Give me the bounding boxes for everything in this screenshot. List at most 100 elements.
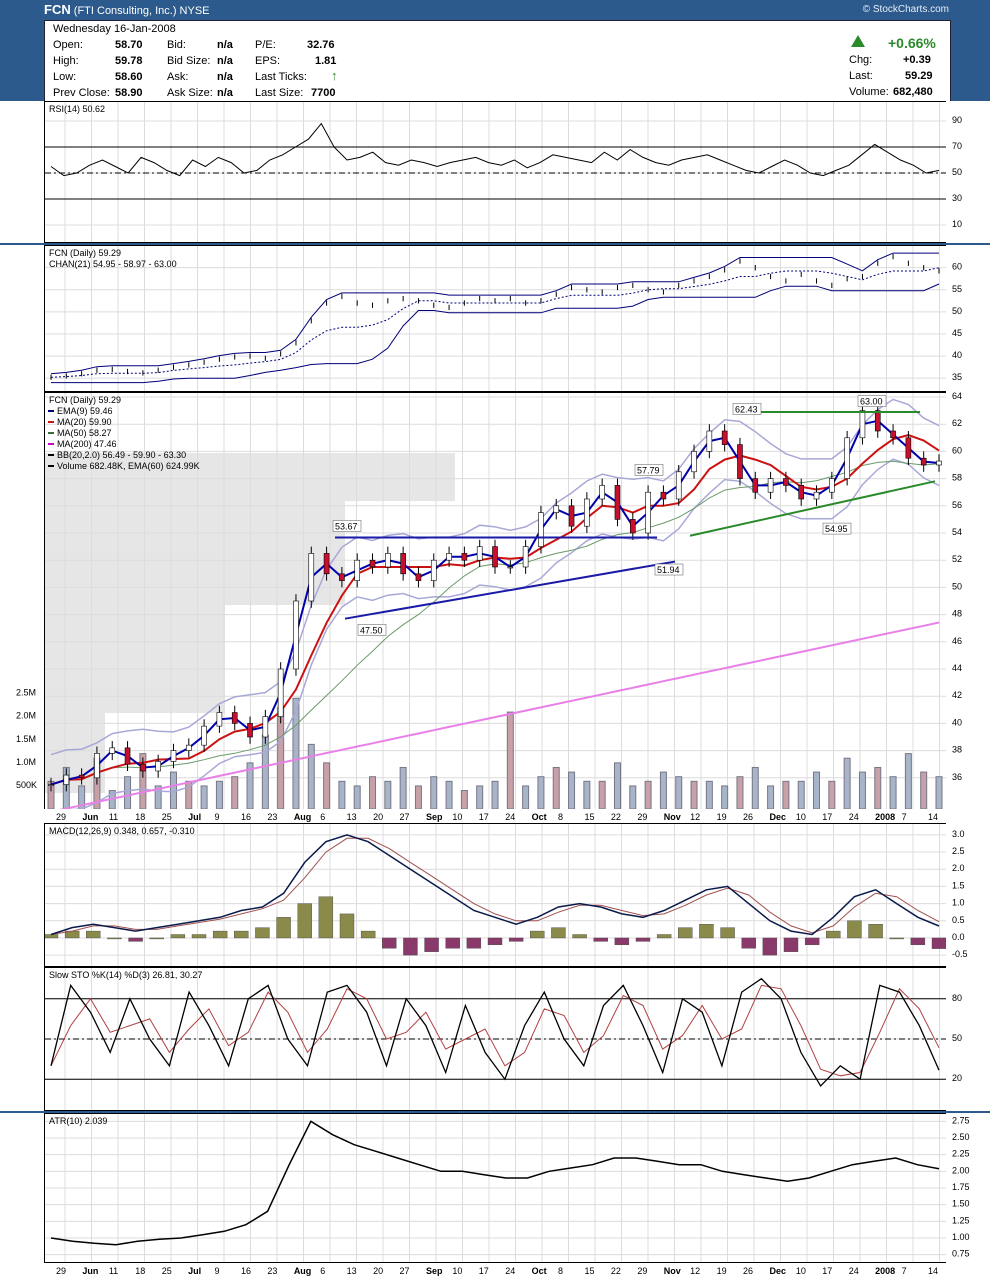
x-tick-label: 19 <box>717 1266 727 1276</box>
histogram-bar <box>339 913 355 939</box>
volume-bar <box>307 743 315 809</box>
source-link[interactable]: © StockCharts.com <box>862 4 949 15</box>
y-tick-label: 60 <box>952 262 962 272</box>
y-tick-label: 38 <box>952 745 962 755</box>
date-axis-top: 29 Jun 11 18 25 Jul 9 16 23 Aug 6 13 20 27 Sep 10 17 24 Oc… <box>0 809 990 823</box>
candle-body <box>277 668 284 717</box>
x-tick-label: 29 <box>637 1266 647 1276</box>
histogram-bar <box>656 934 672 939</box>
volume-bar <box>246 762 254 809</box>
y-tick-label: 54 <box>952 527 962 537</box>
price-annotation: 51.94 <box>657 565 680 575</box>
ask-size-label: Ask Size: <box>167 87 213 99</box>
x-tick-label: 13 <box>347 1266 357 1276</box>
chart-header: FCN (FTI Consulting, Inc.) NYSE © StockC… <box>44 2 949 18</box>
stochastic-chart: Slow STO %K(14) %D(3) 26.81, 30.27 <box>45 968 947 1110</box>
volume-bar <box>200 785 208 809</box>
candle-body <box>124 747 131 765</box>
volume-tick-label: 500K <box>16 780 37 790</box>
percent-k-line <box>50 977 940 1087</box>
x-tick-label: 19 <box>717 812 727 822</box>
price-annotation-box <box>732 403 762 415</box>
histogram-bar <box>107 937 122 940</box>
x-tick-label: 15 <box>584 812 594 822</box>
price-annotation-box <box>357 624 387 636</box>
candle-body <box>354 559 361 581</box>
volume-bar <box>797 780 805 809</box>
x-tick-label: 9 <box>215 1266 220 1276</box>
candle-body <box>813 491 820 500</box>
y-tick-label: 30 <box>952 193 962 203</box>
legend-entry: MA(200) 47.46 <box>57 439 117 449</box>
histogram-bar <box>931 937 947 949</box>
volume-label: Volume: <box>849 86 889 98</box>
percent-d-line <box>50 984 940 1077</box>
candle-body <box>599 485 605 500</box>
volume-bar <box>445 780 453 809</box>
candle-body <box>798 485 805 500</box>
candle-body <box>920 457 927 466</box>
x-tick-label: 18 <box>135 812 145 822</box>
volume-bar <box>583 780 591 809</box>
volume-bar <box>675 776 683 809</box>
bollinger-upper-line <box>50 398 940 756</box>
candle-body <box>584 498 590 527</box>
x-tick-label: 13 <box>347 812 357 822</box>
volume-bar <box>874 766 882 809</box>
y-tick-label: 2.25 <box>952 1149 970 1159</box>
x-tick-label: 25 <box>162 1266 172 1276</box>
x-tick-label: 22 <box>611 812 621 822</box>
ask-value: n/a <box>217 71 233 83</box>
y-tick-label: 64 <box>952 392 962 401</box>
panel-title: ATR(10) 2.039 <box>49 1116 107 1126</box>
support-trendline-green <box>689 480 936 537</box>
volume-value: 682,480 <box>893 86 933 98</box>
x-tick-label: 22 <box>611 1266 621 1276</box>
y-tick-label: 2.0 <box>952 863 965 873</box>
x-tick-label: 11 <box>109 1266 118 1276</box>
y-tick-label: 40 <box>952 350 962 360</box>
volume-bar <box>659 771 667 809</box>
histogram-bar <box>86 930 101 939</box>
x-tick-label: 12 <box>690 812 700 822</box>
y-tick-label: 58 <box>952 473 962 483</box>
candle-body <box>247 723 253 738</box>
price-annotation: 53.67 <box>335 521 358 531</box>
volume-bar <box>935 776 943 809</box>
y-tick-label: 2.75 <box>952 1115 970 1125</box>
volume-tick-label: 2.5M <box>16 688 36 698</box>
y-tick-label: 35 <box>952 372 962 382</box>
volume-axis: 2.5M 2.0M 1.5M 1.0M 500K <box>0 392 44 810</box>
histogram-bar <box>487 937 503 946</box>
histogram-bar <box>403 937 418 956</box>
x-tick-label: 10 <box>796 1266 806 1276</box>
y-tick-label: 3.0 <box>952 829 965 839</box>
x-tick-label: 20 <box>373 812 383 822</box>
x-tick-label: 16 <box>241 812 251 822</box>
x-tick-label: Aug <box>294 812 312 822</box>
bid-size-label: Bid Size: <box>167 55 211 67</box>
candle-body <box>844 437 850 479</box>
histogram-bar <box>572 934 587 939</box>
volume-bar <box>629 785 637 809</box>
stochastic-panel: Slow STO %K(14) %D(3) 26.81, 30.27 <box>44 967 948 1111</box>
y-tick-label: 46 <box>952 636 962 646</box>
legend-entry: MA(20) 59.90 <box>57 417 112 427</box>
volume-bar <box>889 776 897 809</box>
candle-body <box>385 553 391 568</box>
candle-body <box>185 744 192 751</box>
x-tick-label: Aug <box>294 1266 312 1276</box>
x-tick-label: 16 <box>241 1266 251 1276</box>
x-tick-label: Oct <box>532 1266 547 1276</box>
quote-box: Wednesday 16-Jan-2008 Open: 58.70 High: … <box>44 20 951 102</box>
volume-bar <box>721 785 729 809</box>
x-tick-label: 17 <box>822 812 832 822</box>
histogram-bar <box>212 930 228 939</box>
candle-body <box>63 774 70 785</box>
x-tick-label: 6 <box>320 1266 325 1276</box>
candle-body <box>308 553 315 602</box>
x-tick-label: 20 <box>373 1266 383 1276</box>
y-tick-label: 60 <box>952 445 962 455</box>
y-tick-label: 40 <box>952 717 962 727</box>
price-annotation: 57.79 <box>637 465 660 475</box>
